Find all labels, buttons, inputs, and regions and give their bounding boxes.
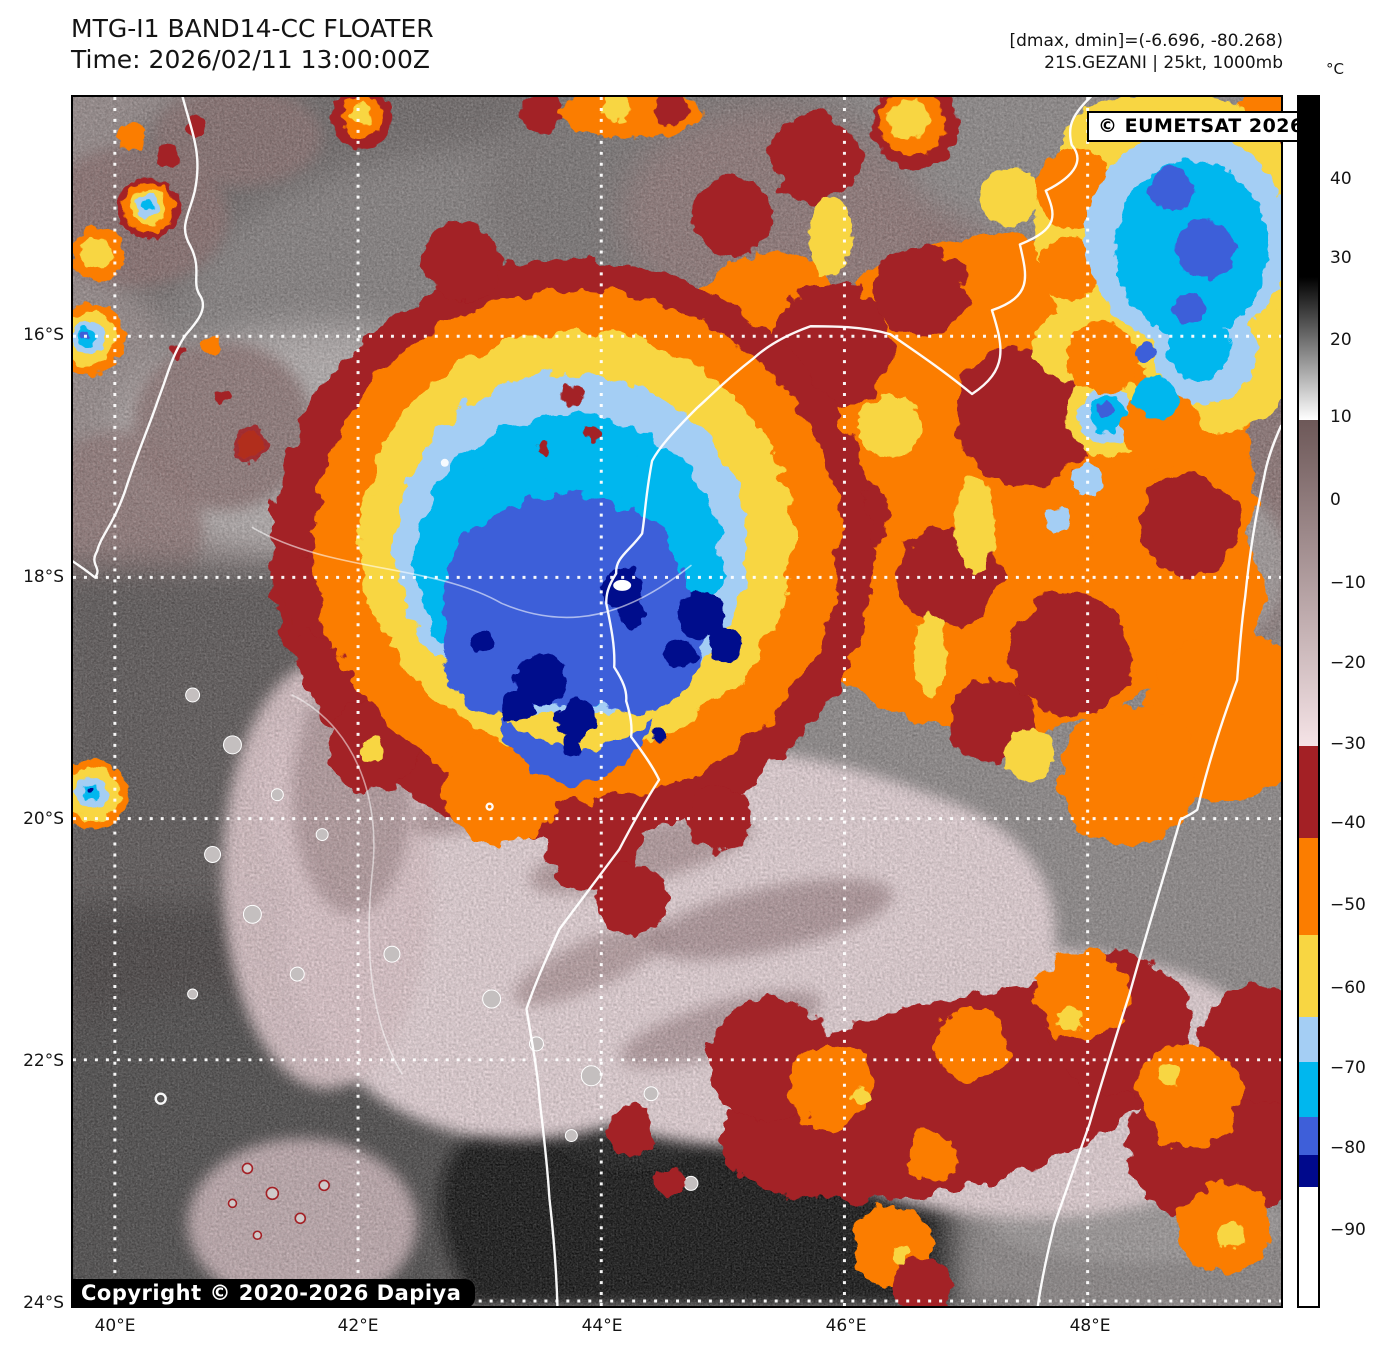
cyclone-eye [613,579,632,591]
cyclone-gezani [270,221,873,936]
colorbar-tick-label: −40 [1330,813,1366,833]
eumetsat-badge: © EUMETSAT 2026 [1087,111,1315,142]
northeast-yellow-streaks [808,166,1160,781]
colorbar-tick-label: −20 [1330,653,1366,673]
cloud-fringe [291,694,403,1075]
colorbar-tick-label: 40 [1330,169,1352,189]
colorbar-tick-label: 0 [1330,490,1341,510]
colorbar-segment [1299,1117,1318,1155]
colorbar-segment [1299,1187,1318,1306]
warm-cumulus-red-rims [227,1162,330,1241]
latitude-label: 16°S [23,325,64,345]
island-outline [485,802,494,811]
colorbar-segment [1299,1155,1318,1187]
coastline-mozambique [73,97,205,579]
graticule [73,97,1281,1306]
colorbar-segment [1299,420,1318,746]
storm-annotation: 21S.GEZANI | 25kt, 1000mb [1044,53,1283,74]
header-annotations: [dmax, dmin]=(-6.696, -80.268) 21S.GEZAN… [1010,30,1284,75]
white-fleck [440,458,449,467]
copyright-badge: Copyright © 2020-2026 Dapiya [71,1279,476,1308]
latitude-label: 18°S [23,567,64,587]
latitude-label: 20°S [23,809,64,829]
dmax-dmin-annotation: [dmax, dmin]=(-6.696, -80.268) [1009,31,1284,51]
colorbar-segment [1299,1062,1318,1117]
colorbar-tick-label: 30 [1330,248,1352,268]
colorbar-tick-label: −90 [1330,1220,1366,1240]
title-block: MTG-I1 BAND14-CC FLOATER Time: 2026/02/1… [71,14,434,75]
colorbar-segment [1299,97,1318,277]
cyclone-navy-overshoots [470,567,743,757]
timestamp: Time: 2026/02/11 13:00:00Z [71,44,430,74]
colorbar-segment [1299,277,1318,420]
longitude-label: 46°E [825,1316,867,1336]
colorbar-segment [1299,1017,1318,1062]
colorbar [1297,95,1320,1308]
colorbar-unit-label: °C [1326,60,1344,78]
colorbar-segment [1299,935,1318,1017]
cloud-fringe [251,526,692,619]
page-title: MTG-I1 BAND14-CC FLOATER [71,14,434,43]
colorbar-tick-label: −80 [1330,1138,1366,1158]
satellite-map [71,95,1283,1308]
coastline-madagascar-west [525,97,1092,1306]
satellite-image [73,97,1281,1306]
longitude-label: 48°E [1069,1316,1111,1336]
colorbar-tick-label: −60 [1330,978,1366,998]
longitude-label: 42°E [337,1316,379,1336]
colorbar-segment [1299,746,1318,838]
colorbar-tick-label: −50 [1330,895,1366,915]
longitude-label: 40°E [94,1316,136,1336]
southeast-convective-band [607,950,1281,1306]
longitude-label: 44°E [581,1316,623,1336]
colorbar-tick-label: −30 [1330,734,1366,754]
colorbar-tick-label: 10 [1330,407,1352,427]
island-outline [154,1092,167,1105]
colorbar-segment [1299,838,1318,935]
southeast-yellow-specks [360,737,1246,1263]
colorbar-tick-label: −70 [1330,1058,1366,1078]
latitude-label: 22°S [23,1051,64,1071]
colorbar-tick-label: −10 [1330,573,1366,593]
latitude-label: 24°S [23,1293,64,1313]
colorbar-tick-label: 20 [1330,330,1352,350]
